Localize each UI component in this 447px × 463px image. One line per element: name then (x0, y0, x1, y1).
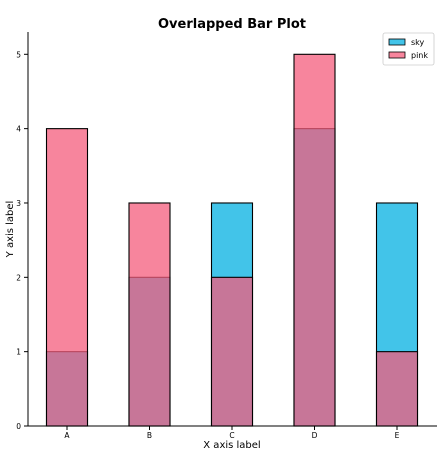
y-tick-label: 3 (16, 199, 21, 208)
legend-swatch-pink (388, 51, 406, 59)
x-tick-label: E (395, 431, 400, 440)
x-tick-label: C (229, 431, 234, 440)
x-axis-label: X axis label (203, 440, 260, 451)
legend-entries: sky pink (388, 38, 428, 60)
bar-pink-E (375, 351, 419, 427)
bar-pink-C (210, 276, 254, 427)
x-tick-label: B (147, 431, 152, 440)
y-tick-label: 5 (16, 50, 21, 59)
legend-label-sky: sky (411, 38, 425, 47)
bar-pink-B (128, 202, 171, 427)
chart-title: Overlapped Bar Plot (158, 17, 306, 32)
x-ticks: A B C D E (64, 426, 400, 440)
y-tick-label: 4 (16, 125, 21, 134)
x-tick-label: D (312, 431, 318, 440)
y-axis-label: Y axis label (5, 201, 16, 259)
bars-layer (45, 53, 419, 427)
bar-pink-D (293, 53, 336, 427)
x-tick-label: A (64, 431, 70, 440)
legend-frame (382, 32, 435, 66)
legend-swatch-sky (388, 38, 406, 46)
legend: sky pink (382, 32, 435, 66)
y-tick-label: 0 (16, 422, 21, 431)
y-tick-label: 2 (16, 273, 21, 282)
y-ticks: 0 1 2 3 4 5 (16, 50, 28, 431)
legend-label-pink: pink (411, 51, 428, 60)
plot-area: 0 1 2 3 4 5 A B C D E (16, 32, 437, 440)
bar-pink-A (45, 128, 89, 427)
y-tick-label: 1 (16, 348, 21, 357)
